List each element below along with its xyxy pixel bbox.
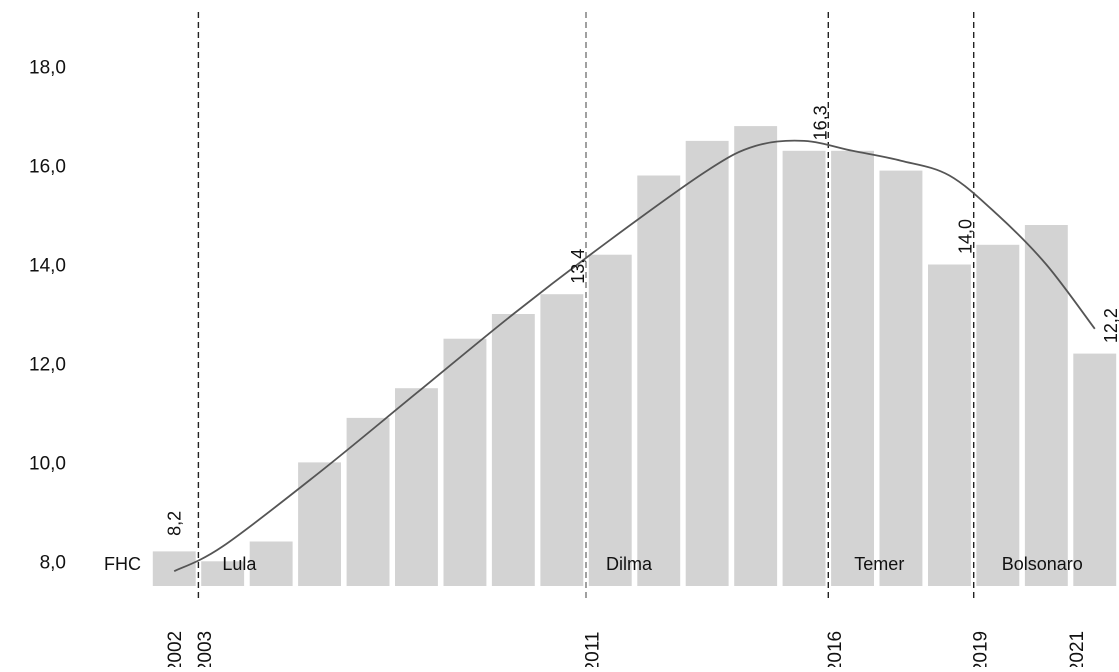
data-label-2010: 13,4 [568, 249, 588, 284]
bar-2006 [346, 417, 390, 586]
bar-2009 [491, 314, 535, 586]
y-tick-label: 12,0 [29, 355, 66, 376]
bars-layer [152, 126, 1117, 587]
bar-2020 [1024, 225, 1068, 586]
period-label: Lula [222, 554, 257, 574]
y-tick-label: 18,0 [29, 58, 66, 79]
bar-2015 [782, 150, 826, 587]
bar-2004 [249, 541, 293, 586]
x-tick-label: 2003 [195, 631, 216, 667]
bar-2007 [395, 388, 438, 586]
x-tick-label: 2011 [583, 632, 604, 667]
trendline-series [173, 139, 1096, 573]
data-label-2015: 16,3 [810, 105, 830, 140]
y-axis: 8,0 10,0 12,0 14,0 16,0 18,0 [29, 58, 66, 574]
x-axis: 2002 2003 2011 2016 2019 2021 [165, 631, 1088, 672]
bar-2005 [298, 462, 341, 586]
period-label: Bolsonaro [1002, 554, 1083, 574]
bar-2002 [152, 551, 196, 586]
x-tick-label: 2019 [970, 631, 991, 667]
bar-2018 [928, 264, 971, 586]
period-label: FHC [104, 554, 141, 574]
bar-2003 [201, 561, 245, 586]
bar-2016 [831, 150, 874, 587]
x-tick-label: 2002 [165, 631, 186, 667]
x-tick-label: 2021 [1067, 631, 1088, 667]
bar-2019 [976, 244, 1020, 587]
bar-2013 [685, 140, 729, 586]
y-tick-label: 14,0 [29, 256, 66, 277]
bar-2014 [734, 126, 778, 586]
data-label-2018: 14,0 [956, 219, 976, 254]
bar-2010 [540, 294, 584, 586]
labels-layer: FHC Lula Dilma Temer Bolsonaro 8,2 13,4 16,3 14,… [104, 105, 1119, 574]
trendline-layer [173, 139, 1096, 573]
bar-2011 [588, 254, 632, 586]
dividers-layer [197, 12, 975, 600]
y-tick-label: 10,0 [29, 453, 66, 474]
period-label: Dilma [606, 554, 653, 574]
data-label-2021: 12,2 [1101, 308, 1119, 343]
x-tick-label: 2016 [825, 631, 846, 667]
bar-2012 [637, 175, 681, 586]
bar-2021 [1073, 353, 1117, 586]
bar-2008 [443, 338, 487, 586]
y-tick-label: 16,0 [29, 157, 66, 178]
data-label-2002: 8,2 [164, 511, 184, 536]
bar-2017 [879, 170, 923, 586]
y-tick-label: 8,0 [40, 552, 66, 573]
period-label: Temer [854, 554, 904, 574]
